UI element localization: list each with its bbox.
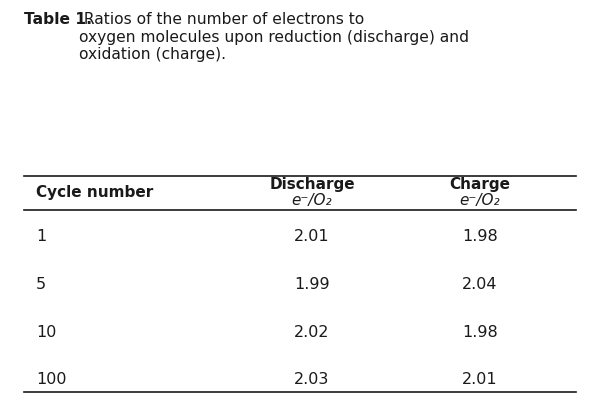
Text: Discharge: Discharge [269, 177, 355, 192]
Text: 100: 100 [36, 372, 67, 387]
Text: 1: 1 [36, 229, 46, 244]
Text: 5: 5 [36, 277, 46, 292]
Text: e⁻/O₂: e⁻/O₂ [460, 193, 500, 208]
Text: 10: 10 [36, 325, 56, 339]
Text: Ratios of the number of electrons to
oxygen molecules upon reduction (discharge): Ratios of the number of electrons to oxy… [79, 12, 469, 62]
Text: 2.01: 2.01 [462, 372, 498, 387]
Text: Table 1.: Table 1. [24, 12, 92, 27]
Text: 2.01: 2.01 [294, 229, 330, 244]
Text: 2.04: 2.04 [462, 277, 498, 292]
Text: Charge: Charge [449, 177, 511, 192]
Text: 2.02: 2.02 [294, 325, 330, 339]
Text: 1.98: 1.98 [462, 229, 498, 244]
Text: 1.99: 1.99 [294, 277, 330, 292]
Text: e⁻/O₂: e⁻/O₂ [292, 193, 332, 208]
Text: 1.98: 1.98 [462, 325, 498, 339]
Text: Cycle number: Cycle number [36, 185, 153, 200]
Text: 2.03: 2.03 [295, 372, 329, 387]
